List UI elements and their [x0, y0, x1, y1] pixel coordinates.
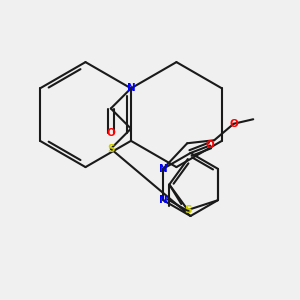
- Text: O: O: [106, 128, 115, 137]
- Text: N: N: [159, 195, 168, 205]
- Text: O: O: [206, 140, 214, 151]
- Text: N: N: [159, 164, 168, 174]
- Text: S: S: [107, 144, 115, 154]
- Text: O: O: [229, 119, 238, 129]
- Text: S: S: [184, 205, 192, 215]
- Text: N: N: [127, 83, 135, 93]
